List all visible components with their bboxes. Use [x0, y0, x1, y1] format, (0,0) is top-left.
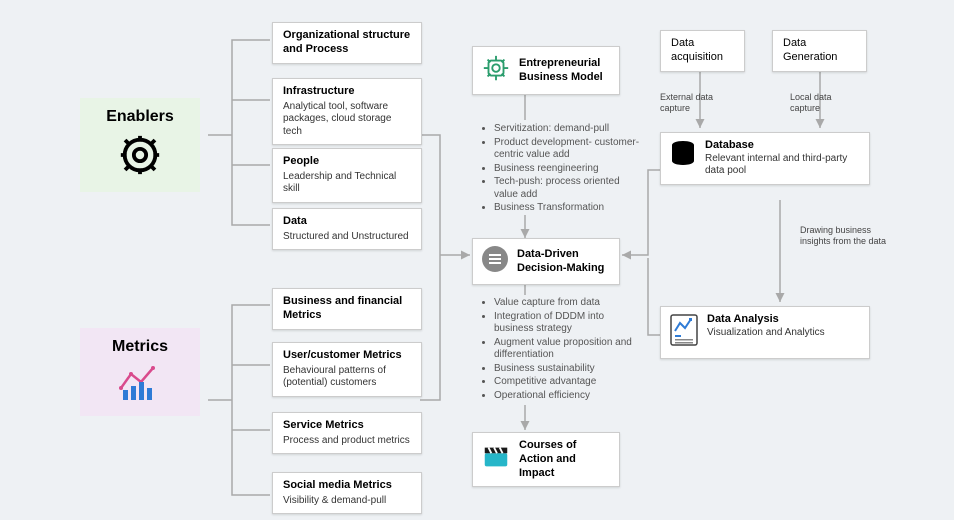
brain-chip-icon [481, 53, 511, 88]
box-database: Database Relevant internal and third-par… [660, 132, 870, 185]
box-dddm: Data-Driven Decision-Making [472, 238, 620, 285]
box-infrastructure: Infrastructure Analytical tool, software… [272, 78, 422, 145]
database-icon [669, 139, 697, 176]
box-coa: Courses of Action and Impact [472, 432, 620, 487]
box-data-generation: Data Generation [772, 30, 867, 72]
chart-icon [86, 362, 194, 402]
box-user-customer: User/customer Metrics Behavioural patter… [272, 342, 422, 397]
bullets-dddm: Value capture from data Integration of D… [480, 296, 640, 403]
label-external-data: External data capture [660, 92, 730, 114]
analysis-doc-icon [669, 313, 699, 352]
bullets-ebm: Servitization: demand-pull Product devel… [480, 122, 640, 216]
box-people: People Leadership and Technical skill [272, 148, 422, 203]
label-insights: Drawing business insights from the data [800, 225, 895, 247]
metrics-label: Metrics [86, 338, 194, 356]
box-data-acquisition: Data acquisition [660, 30, 745, 72]
box-service-metrics: Service Metrics Process and product metr… [272, 412, 422, 454]
box-data-analysis: Data Analysis Visualization and Analytic… [660, 306, 870, 359]
sidelabel-enablers: Enablers [80, 98, 200, 192]
box-ebm: Entrepreneurial Business Model [472, 46, 620, 95]
box-biz-financial: Business and financial Metrics [272, 288, 422, 330]
clapperboard-icon [481, 442, 511, 477]
label-local-data: Local data capture [790, 92, 860, 114]
box-org-structure: Organizational structure and Process [272, 22, 422, 64]
gear-icon [86, 132, 194, 178]
enablers-label: Enablers [86, 108, 194, 126]
sidelabel-metrics: Metrics [80, 328, 200, 416]
box-social-media: Social media Metrics Visibility & demand… [272, 472, 422, 514]
box-data: Data Structured and Unstructured [272, 208, 422, 250]
list-circle-icon [481, 245, 509, 278]
